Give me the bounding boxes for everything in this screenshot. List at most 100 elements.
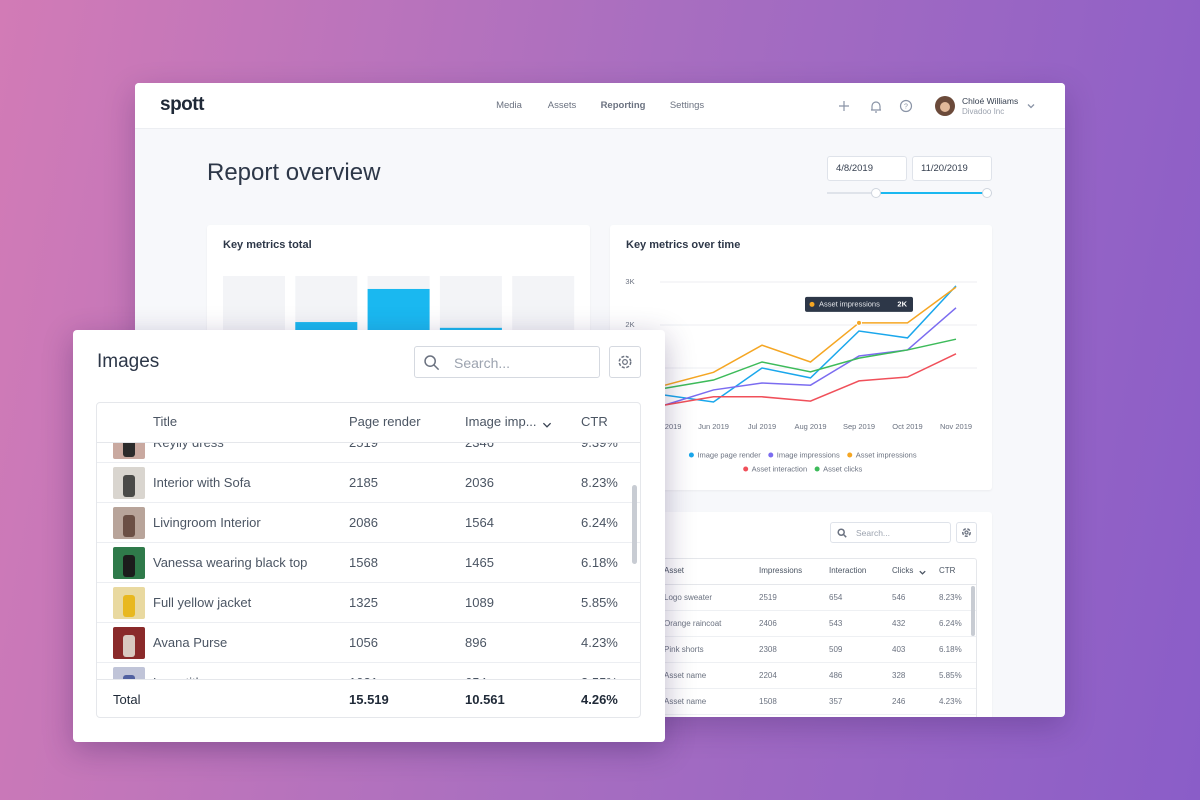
chevron (919, 570, 926, 575)
tooltip: Asset impressions 2K (805, 296, 913, 312)
table-row: Avana Purse 1056 896 4.23% (97, 623, 640, 663)
cell: Interior with Sofa (153, 475, 251, 490)
tooltip-bg (805, 296, 913, 312)
logo: spott (160, 94, 204, 115)
legend-dot (768, 452, 774, 458)
cell: 6.24% (939, 619, 962, 628)
thumbnail (113, 667, 145, 679)
column-header[interactable]: Image imp... (465, 414, 537, 429)
cell: Reylly dress (153, 442, 224, 450)
legend-label: Asset interaction (752, 464, 807, 473)
date-text: 4/8/2019 (836, 163, 873, 174)
date-text: 11/20/2019 (921, 163, 968, 174)
total-cell: 15.519 (349, 692, 389, 707)
settings-box[interactable] (609, 346, 641, 378)
gear-hole (964, 530, 969, 535)
column-header[interactable]: Impressions (759, 566, 803, 575)
images-panel: Images Search... Title Page render Image imp… (73, 330, 665, 742)
column-header[interactable]: Page render (349, 414, 421, 429)
cell: 654 (829, 593, 843, 602)
table-row: Interior with Sofa 2185 2036 8.23% (97, 463, 640, 503)
table-row: Livingroom Interior 2086 1564 6.24% (97, 503, 640, 543)
search-lens (837, 528, 845, 536)
cell: 4.23% (939, 697, 962, 706)
cell: 6.18% (581, 555, 618, 570)
cell: 654 (465, 675, 487, 679)
help-icon (899, 99, 913, 113)
bell-icon (871, 101, 881, 113)
search-placeholder: Search... (454, 355, 511, 371)
legend-item: Asset clicks (814, 464, 863, 473)
cell: Orange raincoat (664, 619, 722, 628)
settings-button[interactable] (612, 349, 638, 375)
images-table: Title Page render Image imp... CTR Reylly dr… (96, 402, 641, 718)
column-header[interactable]: Interaction (829, 566, 867, 575)
search-placeholder: Search... (856, 528, 891, 538)
column-header[interactable]: Asset (664, 566, 685, 575)
total-cell: Total (113, 692, 141, 707)
legend-dot (743, 466, 749, 472)
search-input[interactable]: Search... (830, 522, 951, 543)
table-row: Full yellow jacket 1325 1089 5.85% (97, 583, 640, 623)
date-input[interactable]: 11/20/2019 (912, 156, 992, 181)
column-header[interactable]: CTR (581, 414, 608, 429)
series-line (664, 286, 957, 386)
nav-item[interactable]: Settings (669, 100, 705, 111)
x-tick-label: Nov 2019 (940, 422, 972, 431)
table-row: Vanessa wearing black top 1568 1465 6.18% (97, 543, 640, 583)
help-mark: ? (904, 103, 908, 110)
legend-item: Asset interaction (743, 464, 807, 473)
cell: Livingroom Interior (153, 515, 261, 530)
chevron (1027, 104, 1035, 109)
legend-dot (847, 452, 853, 458)
nav-item[interactable]: Assets (547, 100, 577, 111)
table-row: Pink shorts 2308 509 403 6.18% (646, 637, 976, 663)
cell: 2406 (759, 619, 777, 628)
cell: 328 (892, 671, 906, 680)
cell: 1089 (465, 595, 494, 610)
cell: 8.23% (581, 475, 618, 490)
x-tick-label: Sep 2019 (843, 422, 875, 431)
tooltip-label: Asset impressions (819, 299, 880, 308)
chevron (542, 422, 552, 428)
date-slider[interactable] (825, 186, 995, 200)
chevron-icon (542, 422, 552, 428)
column-header[interactable]: Clicks (892, 566, 914, 575)
header-icons: ? (839, 99, 913, 113)
nav-item[interactable]: Reporting (600, 100, 646, 111)
series-line (664, 338, 957, 389)
thumb-subject (123, 443, 135, 457)
thumb-subject (123, 595, 135, 617)
thumb-subject (123, 635, 135, 657)
settings-button[interactable] (958, 524, 975, 541)
card-title: Key metrics total (223, 239, 312, 251)
search-handle (842, 533, 847, 538)
nav: Media Assets Reporting Settings (135, 83, 1065, 129)
cell: 509 (829, 645, 843, 654)
cell: 2308 (759, 645, 777, 654)
settings-box[interactable] (956, 522, 977, 543)
cell: 9.39% (581, 442, 618, 450)
search-icon (837, 528, 847, 538)
cell: 2185 (349, 475, 378, 490)
thumbnail (113, 507, 145, 539)
cell: 2036 (465, 475, 494, 490)
user-name: Chloé Williams (962, 96, 1019, 106)
tooltip-dot (809, 301, 815, 307)
table-row: Logo sweater 2519 654 546 8.23% (646, 585, 976, 611)
column-header[interactable]: CTR (939, 566, 956, 575)
nav-item[interactable]: Media (496, 100, 522, 111)
cell: Avana Purse (153, 635, 228, 650)
cell: 1568 (349, 555, 378, 570)
cell: 1508 (759, 697, 777, 706)
cell: 2519 (759, 593, 777, 602)
column-header[interactable]: Title (153, 414, 178, 429)
search-input[interactable]: Search... (414, 346, 600, 378)
legend-label: Image impressions (777, 450, 840, 459)
legend-item: Image page render (688, 450, 761, 459)
y-tick-label: 3K (625, 277, 634, 286)
date-input[interactable]: 4/8/2019 (827, 156, 907, 181)
